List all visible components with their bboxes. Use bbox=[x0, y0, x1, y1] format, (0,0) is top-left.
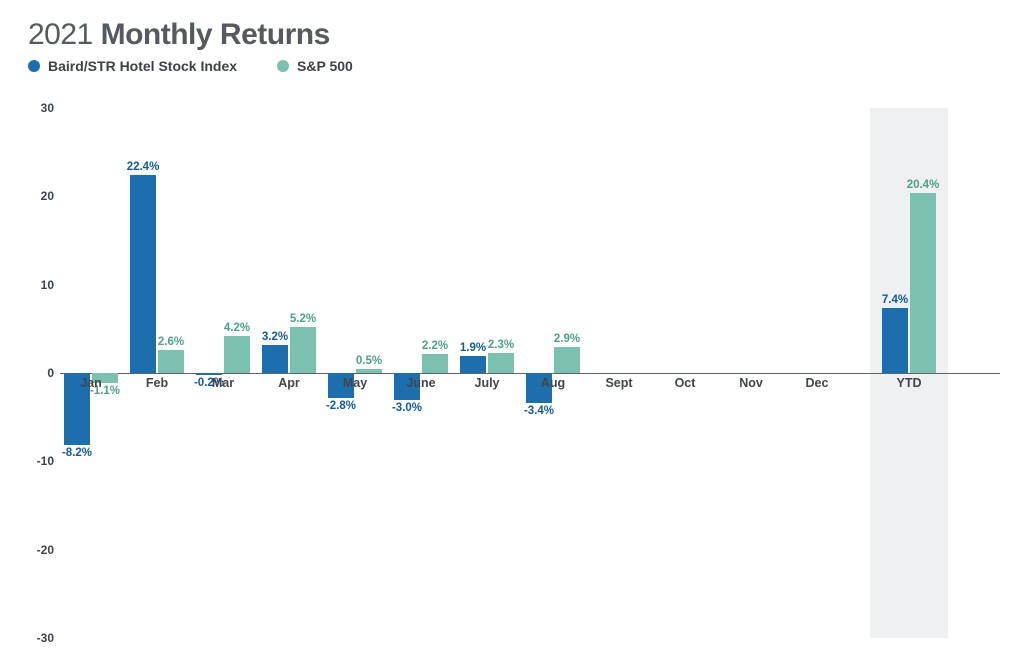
bar-series2-value: 0.5% bbox=[356, 355, 382, 367]
bar-series2-value: 5.2% bbox=[290, 313, 316, 325]
title-year: 2021 bbox=[28, 18, 93, 51]
legend-item-baird: Baird/STR Hotel Stock Index bbox=[28, 58, 237, 74]
bar-series2 bbox=[554, 347, 580, 373]
bar-series1-value: -8.2% bbox=[62, 447, 92, 459]
legend-swatch-sp500 bbox=[277, 60, 289, 72]
x-tick-label: Nov bbox=[739, 376, 763, 390]
y-tick-label: 30 bbox=[30, 101, 54, 115]
x-tick-label: YTD bbox=[897, 376, 922, 390]
y-tick-label: 10 bbox=[30, 278, 54, 292]
plot-area: 3020100-10-20-30-8.2%-1.1%Jan22.4%2.6%Fe… bbox=[60, 108, 1000, 638]
bar-series2 bbox=[422, 354, 448, 373]
bar-series1 bbox=[262, 345, 288, 373]
bar-series2-value: 2.9% bbox=[554, 333, 580, 345]
bar-series1-value: 22.4% bbox=[127, 161, 160, 173]
x-tick-label: Mar bbox=[212, 376, 234, 390]
bar-series2-value: 20.4% bbox=[907, 179, 940, 191]
bar-series1-value: -3.4% bbox=[524, 405, 554, 417]
x-tick-label: Sept bbox=[605, 376, 632, 390]
x-tick-label: July bbox=[474, 376, 499, 390]
bar-series1 bbox=[130, 175, 156, 373]
bar-series2 bbox=[158, 350, 184, 373]
title-rest: Monthly Returns bbox=[101, 18, 330, 51]
bar-series1-value: 7.4% bbox=[882, 294, 908, 306]
bar-series1-value: -3.0% bbox=[392, 402, 422, 414]
page: 2021 Monthly Returns Baird/STR Hotel Sto… bbox=[0, 0, 1024, 671]
bar-series2 bbox=[224, 336, 250, 373]
bar-series2 bbox=[356, 369, 382, 373]
x-tick-label: Aug bbox=[541, 376, 565, 390]
bar-series2 bbox=[910, 193, 936, 373]
bar-series1-value: -2.8% bbox=[326, 400, 356, 412]
bar-series1 bbox=[882, 308, 908, 373]
x-tick-label: Oct bbox=[675, 376, 696, 390]
y-tick-label: -30 bbox=[30, 631, 54, 645]
bar-series1-value: 1.9% bbox=[460, 342, 486, 354]
legend-swatch-baird bbox=[28, 60, 40, 72]
y-tick-label: 0 bbox=[30, 366, 54, 380]
x-tick-label: Apr bbox=[278, 376, 300, 390]
y-tick-label: 20 bbox=[30, 189, 54, 203]
bar-series2-value: 2.6% bbox=[158, 336, 184, 348]
bar-series2 bbox=[488, 353, 514, 373]
bar-series1 bbox=[460, 356, 486, 373]
x-tick-label: Dec bbox=[806, 376, 829, 390]
y-tick-label: -20 bbox=[30, 543, 54, 557]
legend-item-sp500: S&P 500 bbox=[277, 58, 353, 74]
legend-label-sp500: S&P 500 bbox=[297, 58, 353, 74]
legend: Baird/STR Hotel Stock Index S&P 500 bbox=[28, 58, 1004, 74]
bar-series1 bbox=[196, 373, 222, 375]
bar-series2-value: 4.2% bbox=[224, 322, 250, 334]
x-tick-label: June bbox=[406, 376, 435, 390]
bar-series1-value: 3.2% bbox=[262, 331, 288, 343]
bar-series2 bbox=[290, 327, 316, 373]
chart: 3020100-10-20-30-8.2%-1.1%Jan22.4%2.6%Fe… bbox=[28, 98, 1008, 648]
bar-series2-value: 2.3% bbox=[488, 339, 514, 351]
legend-label-baird: Baird/STR Hotel Stock Index bbox=[48, 58, 237, 74]
x-tick-label: Feb bbox=[146, 376, 168, 390]
chart-title: 2021 Monthly Returns bbox=[28, 18, 1004, 52]
bar-series2-value: 2.2% bbox=[422, 340, 448, 352]
x-tick-label: May bbox=[343, 376, 367, 390]
y-tick-label: -10 bbox=[30, 454, 54, 468]
x-tick-label: Jan bbox=[80, 376, 102, 390]
